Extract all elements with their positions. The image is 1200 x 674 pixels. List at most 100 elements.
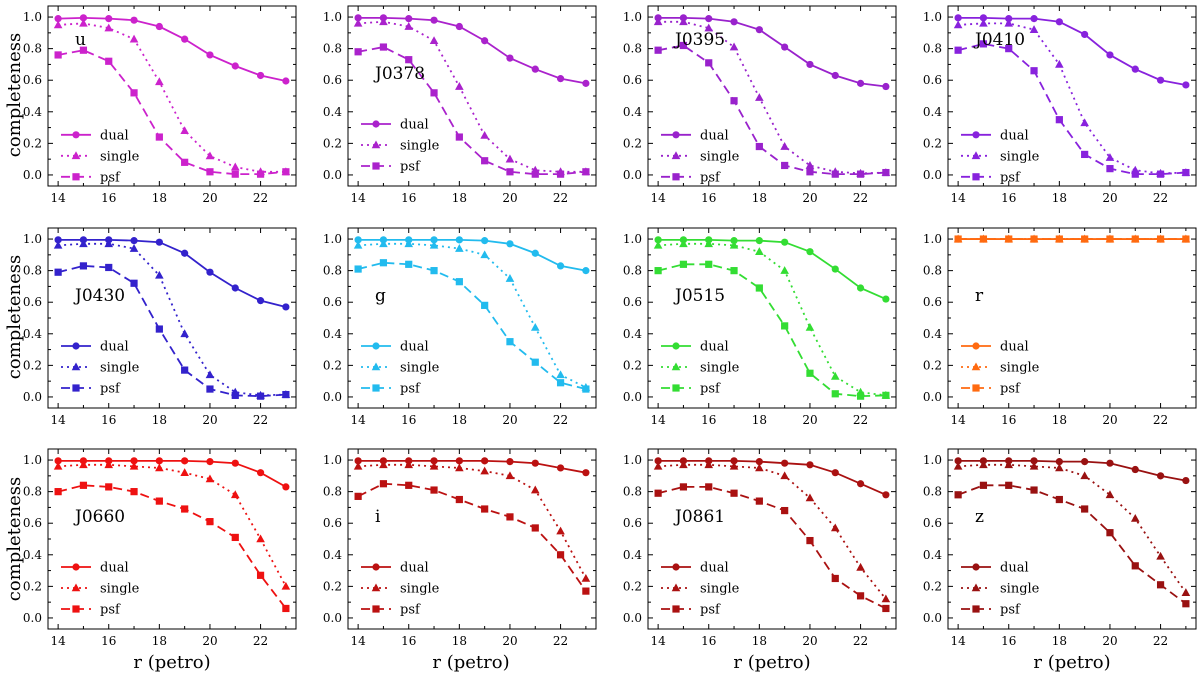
legend-marker-psf xyxy=(72,605,80,613)
point-single xyxy=(205,474,215,483)
panel-label: J0660 xyxy=(73,507,125,527)
legend-label-single: single xyxy=(1000,582,1040,597)
point-psf xyxy=(354,492,362,500)
point-dual xyxy=(582,469,590,477)
x-tick-label: 18 xyxy=(752,634,767,648)
point-dual xyxy=(781,43,789,51)
point-dual xyxy=(79,14,88,22)
panel-label: J0410 xyxy=(973,30,1025,50)
x-tick-label: 22 xyxy=(253,191,268,205)
y-tick-label: 0.4 xyxy=(323,327,342,341)
point-single xyxy=(53,240,63,249)
point-dual xyxy=(506,458,514,466)
point-single xyxy=(530,322,540,331)
point-single xyxy=(155,270,164,279)
y-tick-label: 0.4 xyxy=(923,327,942,341)
point-single xyxy=(805,322,815,331)
series-line-psf xyxy=(57,49,286,176)
series-line-single xyxy=(358,242,587,389)
point-single xyxy=(679,239,688,248)
point-psf xyxy=(730,97,738,105)
x-axis-title-col-3: r (petro) xyxy=(733,652,810,673)
point-single xyxy=(1055,463,1064,472)
point-dual xyxy=(430,16,438,24)
x-tick-label: 16 xyxy=(101,191,116,205)
point-psf xyxy=(181,505,189,513)
legend-marker-psf xyxy=(972,173,980,181)
panel-J0395: 14 16 18 20 22 0.0 0.2 0.4 0.6 0.8 1.0 J0395 dual sin… xyxy=(623,5,897,205)
x-axis-title-col-2: r (petro) xyxy=(432,652,509,673)
point-single xyxy=(429,461,439,470)
legend-label-dual: dual xyxy=(700,561,729,576)
point-dual xyxy=(181,249,189,257)
x-tick-label: 20 xyxy=(802,413,817,427)
point-single xyxy=(180,126,189,135)
point-dual xyxy=(1106,459,1114,467)
point-single xyxy=(755,463,764,472)
point-dual xyxy=(882,295,890,303)
point-single xyxy=(1156,551,1165,560)
point-dual xyxy=(54,457,62,465)
point-single xyxy=(1029,461,1039,470)
point-single xyxy=(281,581,291,590)
point-single xyxy=(53,461,63,470)
point-psf xyxy=(405,481,413,489)
x-axis-title-col-4: r (petro) xyxy=(1033,652,1110,673)
point-dual xyxy=(781,459,789,467)
series-line-single xyxy=(358,463,587,579)
point-dual xyxy=(256,297,265,305)
point-dual xyxy=(531,459,539,467)
point-dual xyxy=(231,459,239,467)
series-line-dual xyxy=(58,459,287,488)
x-tick-label: 22 xyxy=(1153,634,1168,648)
point-psf xyxy=(1030,67,1038,75)
point-single xyxy=(1004,460,1014,469)
point-single xyxy=(653,17,663,26)
point-dual xyxy=(256,71,265,80)
series-line-single xyxy=(658,463,887,600)
point-single xyxy=(556,370,565,379)
point-dual xyxy=(856,480,865,488)
legend-marker-dual xyxy=(672,131,680,139)
panel-label: g xyxy=(375,286,386,306)
legend-label-single: single xyxy=(700,361,740,376)
point-dual xyxy=(206,458,214,466)
x-tick-label: 20 xyxy=(1102,634,1117,648)
y-tick-label: 0.4 xyxy=(323,548,342,562)
y-tick-label: 0.0 xyxy=(323,168,342,182)
legend-marker-single xyxy=(971,362,981,371)
x-tick-label: 16 xyxy=(701,634,716,648)
y-axis-title-row-1: completeness xyxy=(4,33,25,158)
x-tick-label: 14 xyxy=(350,413,366,427)
point-single xyxy=(480,466,489,475)
point-psf xyxy=(282,390,290,399)
point-psf xyxy=(1131,562,1139,570)
legend-label-single: single xyxy=(400,361,440,376)
legend-label-dual: dual xyxy=(100,561,129,576)
panel-r: 14 16 18 20 22 0.0 0.2 0.4 0.6 0.8 1.0 r dual single p… xyxy=(923,227,1197,427)
point-dual xyxy=(256,469,265,477)
point-single xyxy=(556,526,565,535)
x-tick-label: 18 xyxy=(152,413,167,427)
x-tick-label: 18 xyxy=(752,191,767,205)
x-tick-label: 18 xyxy=(1052,634,1067,648)
point-psf xyxy=(781,506,789,515)
x-tick-label: 22 xyxy=(853,634,868,648)
x-tick-label: 14 xyxy=(350,191,366,205)
point-psf xyxy=(379,259,388,267)
point-psf xyxy=(282,168,290,176)
point-psf xyxy=(1055,235,1063,243)
point-single xyxy=(729,240,739,249)
point-psf xyxy=(256,392,265,400)
point-psf xyxy=(1081,505,1089,513)
y-tick-label: 0.2 xyxy=(323,358,342,372)
point-psf xyxy=(105,483,113,491)
legend-marker-single xyxy=(971,583,981,592)
point-psf xyxy=(1055,495,1063,504)
point-dual xyxy=(806,248,814,256)
legend-label-psf: psf xyxy=(1000,603,1021,618)
point-dual xyxy=(654,236,662,244)
y-tick-label: 1.0 xyxy=(323,10,342,24)
point-dual xyxy=(506,54,514,62)
legend-marker-single xyxy=(371,140,381,149)
